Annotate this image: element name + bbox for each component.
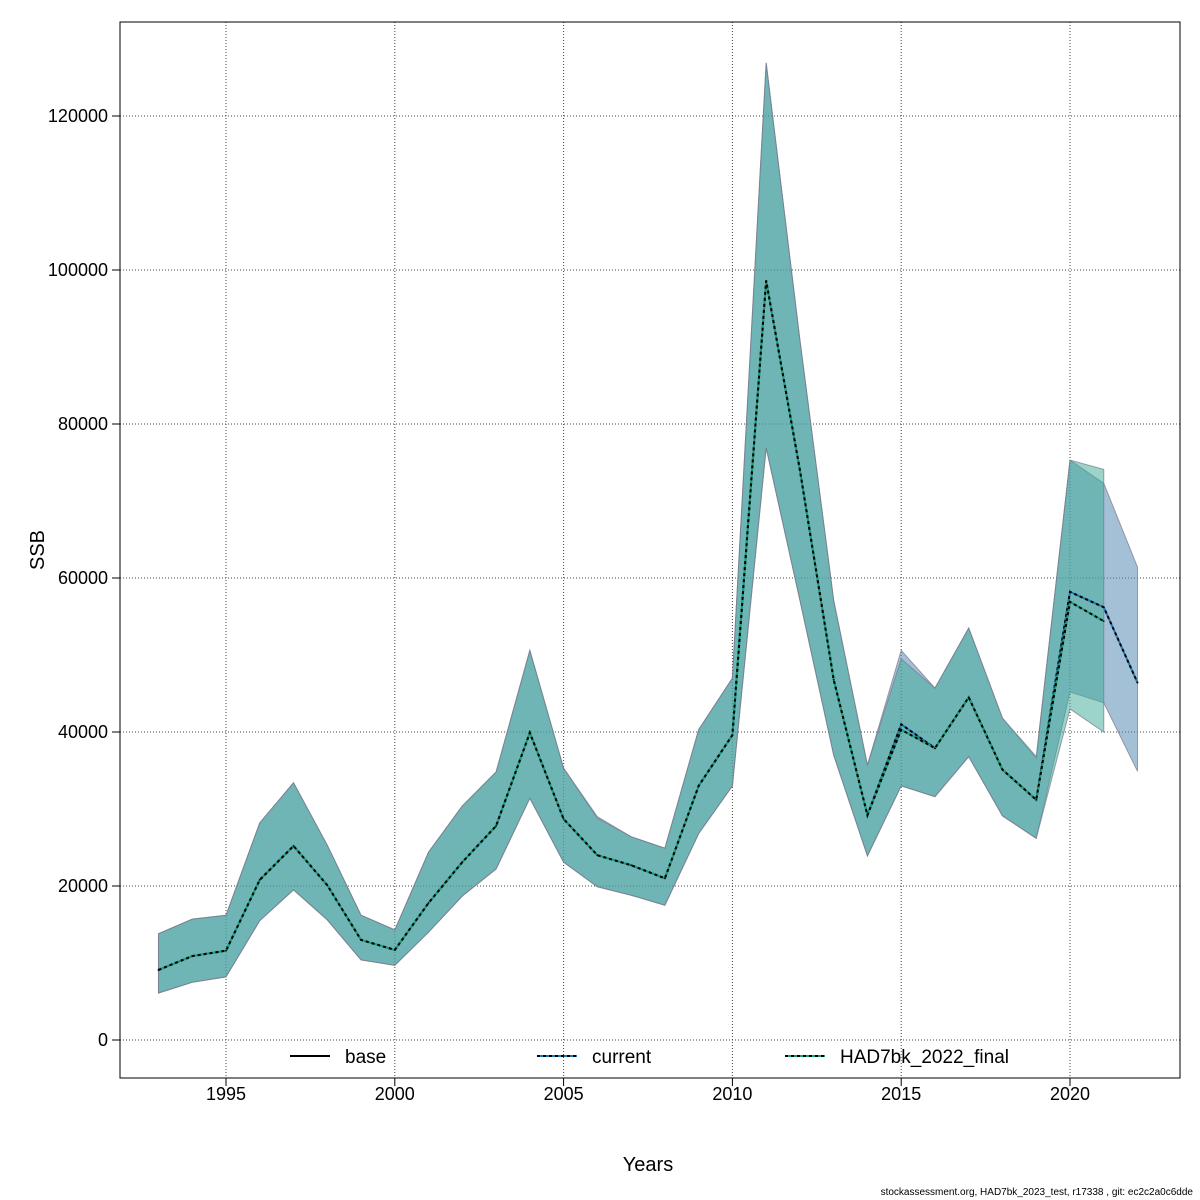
footer-credit: stockassessment.org, HAD7bk_2023_test, r… (881, 1187, 1194, 1198)
point-had7bk-2022-final (225, 949, 227, 952)
y-tick-label: 20000 (58, 876, 108, 896)
axes: 1995 2000 2005 2010 2015 2020 0 20000 40000 60000… (48, 106, 1090, 1104)
point-had7bk-2022-final (832, 678, 835, 681)
point-had7bk-2022-final (529, 731, 531, 734)
point-had7bk-2022-final (900, 728, 902, 731)
legend-label-base: base (345, 1047, 386, 1068)
point-had7bk-2022-final (1001, 768, 1004, 771)
point-had7bk-2022-final (157, 969, 160, 971)
y-tick-label: 120000 (48, 106, 108, 126)
point-had7bk-2022-final (427, 902, 430, 904)
point-had7bk-2022-final (765, 279, 767, 282)
point-had7bk-2022-final (934, 747, 936, 749)
point-had7bk-2022-final (360, 939, 362, 941)
point-current (900, 723, 902, 726)
point-had7bk-2022-final (731, 734, 734, 736)
y-tick-label: 100000 (48, 260, 108, 280)
point-had7bk-2022-final (394, 949, 396, 951)
x-tick-label: 2020 (1050, 1084, 1090, 1104)
point-had7bk-2022-final (495, 825, 497, 827)
point-had7bk-2022-final (799, 469, 801, 472)
point-current (1069, 591, 1071, 593)
y-axis-title: SSB (27, 530, 49, 570)
point-had7bk-2022-final (191, 955, 194, 957)
y-tick-label: 60000 (58, 568, 108, 588)
x-tick-label: 2000 (375, 1084, 415, 1104)
point-had7bk-2022-final (596, 854, 599, 856)
point-had7bk-2022-final (1069, 601, 1071, 603)
band-had7bk-2022-final (157, 62, 1105, 994)
legend-label-had7bk-2022-final: HAD7bk_2022_final (840, 1047, 1009, 1068)
point-had7bk-2022-final (292, 845, 295, 847)
x-tick-label: 2005 (544, 1084, 584, 1104)
point-had7bk-2022-final (967, 696, 970, 699)
y-tick-label: 0 (98, 1030, 108, 1050)
x-tick-label: 1995 (206, 1084, 246, 1104)
confidence-bands (157, 62, 1139, 994)
x-tick-label: 2015 (881, 1084, 921, 1104)
point-had7bk-2022-final (697, 785, 700, 787)
x-tick-label: 2010 (712, 1084, 752, 1104)
point-current (1102, 606, 1105, 609)
y-tick-label: 40000 (58, 722, 108, 742)
point-had7bk-2022-final (1102, 620, 1105, 622)
point-had7bk-2022-final (630, 864, 632, 867)
grid (120, 22, 1180, 1078)
x-axis-title: Years (623, 1154, 673, 1176)
point-had7bk-2022-final (866, 814, 869, 816)
legend: base current HAD7bk_2022_final (290, 1047, 1009, 1068)
y-tick-label: 80000 (58, 414, 108, 434)
point-had7bk-2022-final (461, 861, 464, 863)
plot-frame (119, 21, 1181, 1079)
point-had7bk-2022-final (562, 818, 565, 820)
point-current (1136, 681, 1139, 684)
point-had7bk-2022-final (1035, 798, 1038, 801)
point-had7bk-2022-final (664, 877, 666, 880)
point-had7bk-2022-final (326, 884, 329, 887)
series-lines (157, 279, 1139, 971)
legend-label-current: current (592, 1047, 652, 1068)
point-had7bk-2022-final (258, 879, 261, 881)
line-dash-had7bk-2022-final (158, 280, 1105, 971)
